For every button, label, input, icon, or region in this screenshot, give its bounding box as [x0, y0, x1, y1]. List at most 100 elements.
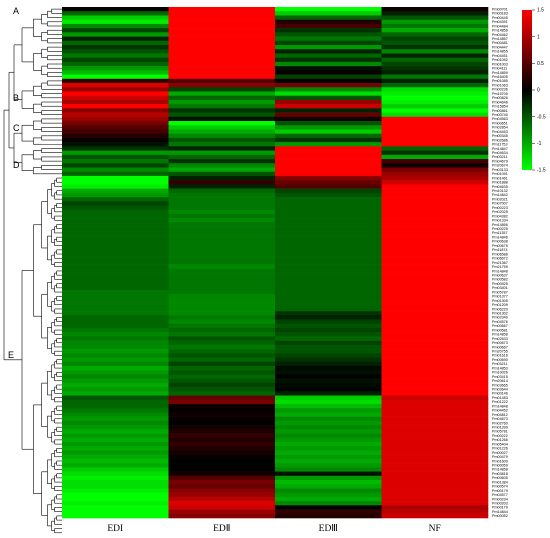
heatmap-cell: [62, 281, 169, 287]
heatmap-cell: [168, 180, 276, 185]
row-label: Pm20614: [492, 379, 508, 383]
heatmap-cell: [168, 382, 276, 388]
color-scale-bar: [522, 10, 532, 170]
row-label: Pm04673: [492, 417, 508, 421]
heatmap-cell: [168, 302, 276, 308]
heatmap-cell: [62, 260, 169, 265]
heatmap-cell: [275, 125, 382, 130]
heatmap-cell: [62, 357, 169, 363]
row-label: Pm10026: [492, 371, 508, 375]
cluster-label: D: [13, 160, 20, 170]
heatmap-cell: [62, 264, 169, 270]
heatmap-cell: [381, 403, 489, 409]
heatmap-cell: [168, 387, 276, 392]
heatmap-cell: [168, 192, 276, 198]
heatmap-cell: [381, 294, 489, 299]
color-scale-tick-label: -1.5: [537, 168, 546, 174]
heatmap-cell: [381, 458, 489, 464]
heatmap-cell: [62, 336, 169, 341]
heatmap-cell: [168, 163, 276, 168]
heatmap-cell: [275, 83, 382, 88]
row-label: Pm14842: [492, 193, 508, 197]
heatmap-cell: [62, 387, 169, 392]
heatmap-cell: [168, 488, 276, 493]
row-label: Pm04382: [492, 214, 508, 218]
heatmap-cell: [381, 412, 489, 417]
row-label: Pm10132: [492, 189, 508, 193]
heatmap-cell: [62, 496, 169, 502]
heatmap-cell: [168, 201, 276, 206]
heatmap-cell: [275, 399, 382, 405]
heatmap-cell: [381, 365, 489, 371]
heatmap-cell: [381, 311, 489, 316]
row-label: Pm11874: [492, 248, 508, 252]
row-label: Pm14855: [492, 50, 508, 54]
heatmap-cell: [168, 74, 276, 80]
cluster-label: C: [13, 123, 20, 133]
heatmap-cell: [381, 289, 489, 295]
heatmap-cell: [381, 496, 489, 502]
heatmap-cell: [168, 479, 276, 485]
heatmap-cell: [275, 429, 382, 434]
row-label: Pm01888: [492, 181, 508, 185]
heatmap-cell: [275, 479, 382, 485]
heatmap-cell: [168, 235, 276, 240]
heatmap-cell: [275, 175, 382, 181]
heatmap-cell: [62, 450, 169, 455]
heatmap-cell: [168, 133, 276, 139]
heatmap-cell: [381, 429, 489, 434]
heatmap-cell: [62, 349, 169, 354]
heatmap-cell: [381, 475, 489, 481]
heatmap-cell: [381, 49, 489, 54]
heatmap-cell: [381, 87, 489, 92]
heatmap-cell: [275, 344, 382, 350]
heatmap-cell: [168, 28, 276, 33]
heatmap-cell: [62, 323, 169, 329]
heatmap-cell: [62, 218, 169, 223]
heatmap-cell: [168, 378, 276, 384]
heatmap-cell: [381, 150, 489, 156]
cluster-label: B: [13, 93, 19, 103]
heatmap-cell: [62, 49, 169, 54]
row-label: Pm00925: [492, 282, 508, 286]
heatmap-cell: [381, 479, 489, 485]
heatmap-cell: [381, 277, 489, 282]
heatmap-cell: [275, 213, 382, 219]
heatmap-cell: [381, 315, 489, 320]
heatmap-cell: [275, 450, 382, 455]
heatmap-cell: [275, 311, 382, 316]
cluster-label: A: [13, 6, 19, 16]
row-label: Pm00582: [492, 278, 508, 282]
heatmap-cell: [275, 66, 382, 71]
heatmap-cell: [275, 15, 382, 20]
heatmap-cell: [381, 184, 489, 189]
heatmap-cell: [168, 222, 276, 227]
heatmap-cell: [275, 361, 382, 367]
heatmap-cell: [168, 23, 276, 29]
heatmap-cell: [275, 391, 382, 396]
heatmap-cell: [62, 57, 169, 63]
heatmap-cell: [275, 395, 382, 401]
heatmap-cell: [275, 260, 382, 265]
row-label: Pm01003: [492, 62, 508, 66]
heatmap-cell: [275, 412, 382, 417]
heatmap-cell: [381, 163, 489, 168]
heatmap-cell: [168, 66, 276, 71]
heatmap-cell: [275, 218, 382, 223]
heatmap-cell: [168, 268, 276, 274]
heatmap-cell: [381, 247, 489, 253]
heatmap-cell: [275, 61, 382, 67]
heatmap-cell: [168, 298, 276, 303]
row-label: Pm04447: [492, 45, 508, 49]
heatmap-cell: [275, 289, 382, 295]
heatmap-cell: [275, 323, 382, 329]
heatmap-cell: [381, 180, 489, 185]
heatmap-cell: [275, 49, 382, 54]
heatmap-cell: [275, 403, 382, 409]
heatmap-cell: [168, 370, 276, 375]
heatmap-cell: [381, 378, 489, 384]
heatmap-cell: [381, 513, 489, 519]
heatmap-cell: [275, 319, 382, 325]
heatmap-cell: [62, 45, 169, 50]
row-label: Pm21367: [492, 261, 508, 265]
